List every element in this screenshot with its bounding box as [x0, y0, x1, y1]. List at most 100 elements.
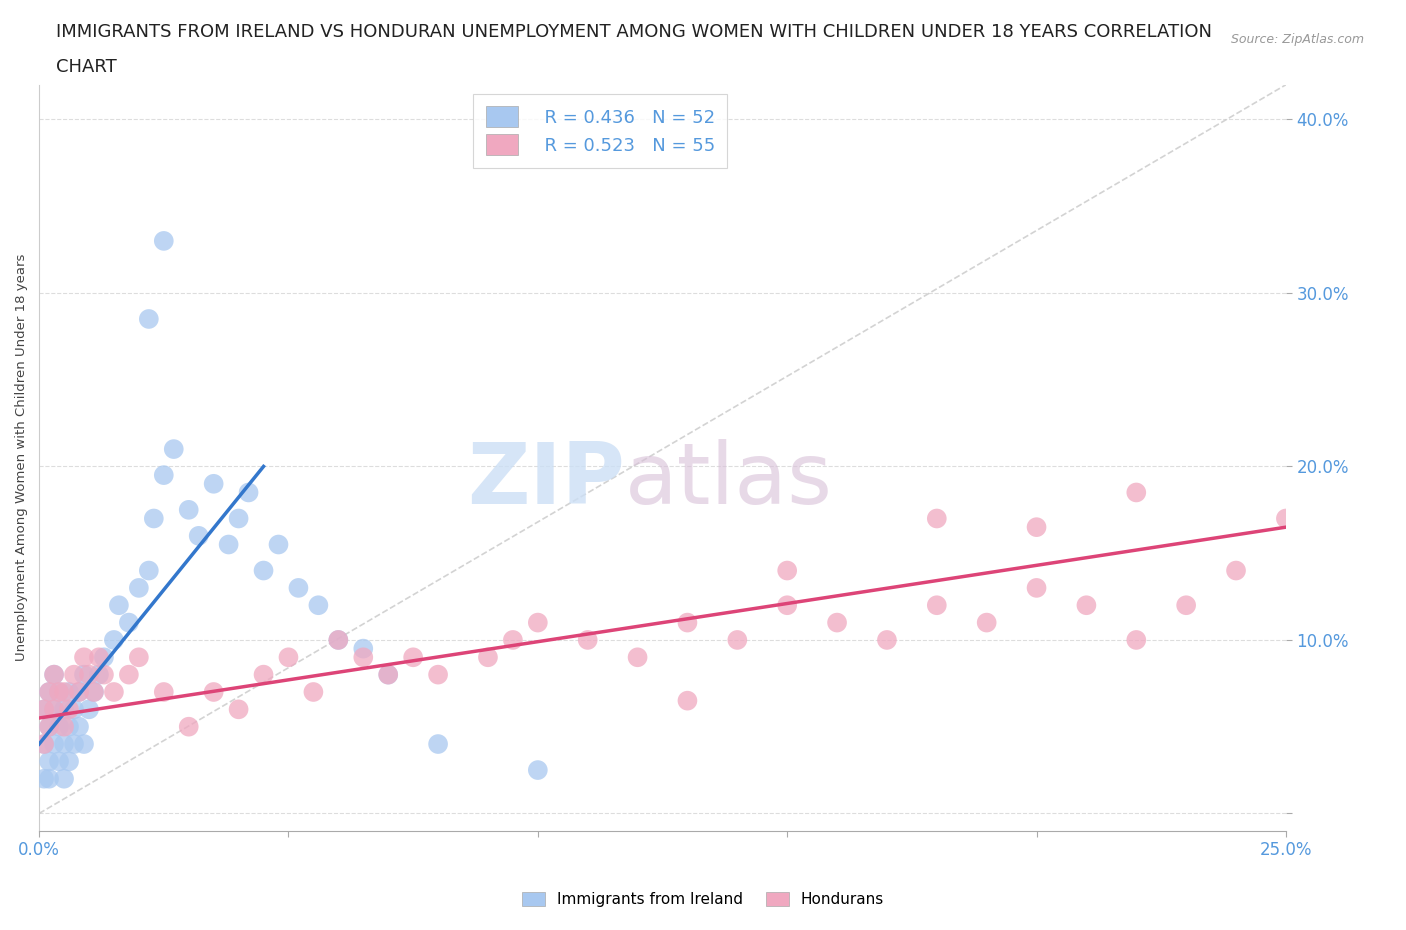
Point — [32, 771, 55, 786]
Point — [267, 537, 290, 551]
Point — [925, 598, 948, 613]
Point — [53, 737, 76, 751]
Point — [48, 684, 70, 699]
Point — [1175, 598, 1198, 613]
Point — [53, 684, 76, 699]
Point — [77, 667, 100, 682]
Point — [427, 667, 450, 682]
Text: atlas: atlas — [626, 439, 834, 522]
Point — [177, 719, 200, 734]
Point — [103, 632, 125, 647]
Point — [58, 684, 80, 699]
Point — [42, 737, 65, 751]
Point — [776, 598, 799, 613]
Point — [142, 512, 165, 526]
Point — [58, 702, 80, 717]
Point — [63, 702, 86, 717]
Point — [163, 442, 186, 457]
Point — [576, 632, 599, 647]
Point — [626, 650, 648, 665]
Point — [725, 632, 748, 647]
Point — [218, 537, 240, 551]
Point — [93, 650, 115, 665]
Point — [38, 719, 60, 734]
Point — [238, 485, 260, 500]
Point — [776, 563, 799, 578]
Point — [73, 650, 96, 665]
Point — [277, 650, 299, 665]
Text: Source: ZipAtlas.com: Source: ZipAtlas.com — [1230, 33, 1364, 46]
Point — [1025, 580, 1047, 595]
Point — [77, 702, 100, 717]
Point — [202, 476, 225, 491]
Point — [42, 702, 65, 717]
Point — [328, 632, 350, 647]
Point — [1025, 520, 1047, 535]
Point — [152, 233, 174, 248]
Point — [228, 512, 250, 526]
Point — [83, 684, 105, 699]
Point — [352, 641, 374, 656]
Point — [228, 702, 250, 717]
Point — [138, 312, 160, 326]
Point — [377, 667, 399, 682]
Point — [48, 684, 70, 699]
Point — [152, 468, 174, 483]
Point — [38, 684, 60, 699]
Point — [202, 684, 225, 699]
Point — [83, 684, 105, 699]
Point — [152, 684, 174, 699]
Point — [925, 512, 948, 526]
Point — [502, 632, 524, 647]
Point — [103, 684, 125, 699]
Point — [976, 615, 998, 630]
Point — [302, 684, 325, 699]
Point — [53, 702, 76, 717]
Point — [38, 771, 60, 786]
Point — [63, 737, 86, 751]
Point — [1225, 563, 1247, 578]
Point — [352, 650, 374, 665]
Point — [676, 693, 699, 708]
Text: IMMIGRANTS FROM IRELAND VS HONDURAN UNEMPLOYMENT AMONG WOMEN WITH CHILDREN UNDER: IMMIGRANTS FROM IRELAND VS HONDURAN UNEM… — [56, 23, 1212, 41]
Point — [252, 667, 274, 682]
Point — [87, 650, 110, 665]
Point — [128, 580, 150, 595]
Point — [825, 615, 848, 630]
Point — [427, 737, 450, 751]
Point — [67, 684, 90, 699]
Point — [1076, 598, 1098, 613]
Point — [1275, 512, 1298, 526]
Point — [118, 667, 141, 682]
Point — [73, 737, 96, 751]
Point — [108, 598, 131, 613]
Point — [477, 650, 499, 665]
Point — [1125, 485, 1147, 500]
Point — [42, 667, 65, 682]
Point — [58, 719, 80, 734]
Text: ZIP: ZIP — [467, 439, 626, 522]
Point — [67, 719, 90, 734]
Point — [676, 615, 699, 630]
Point — [287, 580, 309, 595]
Point — [377, 667, 399, 682]
Point — [42, 667, 65, 682]
Y-axis label: Unemployment Among Women with Children Under 18 years: Unemployment Among Women with Children U… — [15, 254, 28, 661]
Point — [63, 667, 86, 682]
Point — [527, 615, 550, 630]
Point — [252, 563, 274, 578]
Point — [32, 737, 55, 751]
Point — [58, 754, 80, 769]
Point — [402, 650, 425, 665]
Point — [67, 684, 90, 699]
Point — [187, 528, 209, 543]
Point — [48, 719, 70, 734]
Point — [73, 667, 96, 682]
Point — [38, 754, 60, 769]
Point — [38, 684, 60, 699]
Point — [876, 632, 898, 647]
Point — [53, 771, 76, 786]
Point — [118, 615, 141, 630]
Point — [93, 667, 115, 682]
Point — [328, 632, 350, 647]
